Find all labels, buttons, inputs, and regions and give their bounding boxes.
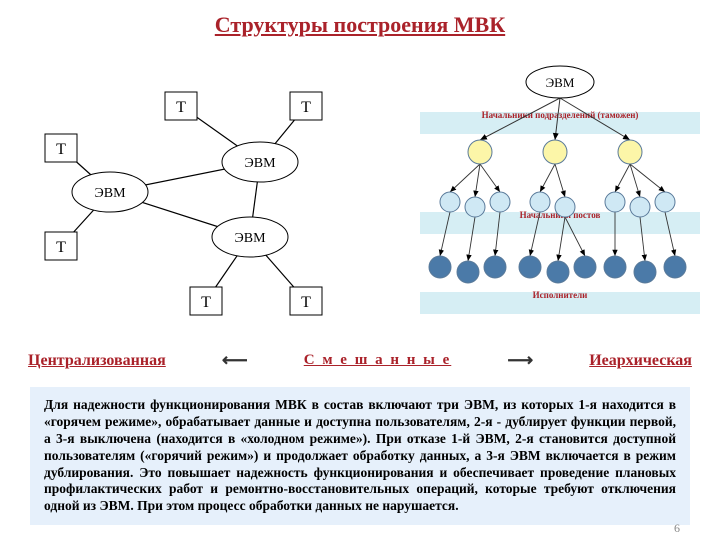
svg-text:Т: Т	[56, 141, 66, 158]
svg-text:Т: Т	[301, 99, 311, 116]
label-hierarchical: Иеархическая	[589, 352, 692, 370]
svg-text:Т: Т	[176, 99, 186, 116]
svg-text:ЭВМ: ЭВМ	[94, 186, 126, 201]
structure-labels-row: Централизованная ⟵ С м е ш а н н ы е ⟶ И…	[0, 350, 720, 371]
label-centralized: Централизованная	[28, 352, 166, 370]
svg-text:ЭВМ: ЭВМ	[234, 231, 266, 246]
label-mixed: С м е ш а н н ы е	[304, 352, 452, 369]
arrow-right-icon: ⟶	[507, 350, 533, 371]
svg-text:ЭВМ: ЭВМ	[244, 156, 276, 171]
svg-text:Т: Т	[201, 294, 211, 311]
svg-text:ЭВМ: ЭВМ	[546, 75, 575, 90]
diagram-canvas: ЭВМ ЭВМ ЭВМ Т Т Т Т Т Т Начальники подразделений…	[0, 52, 720, 362]
svg-text:Т: Т	[56, 239, 66, 256]
page-number: 6	[674, 521, 680, 536]
hierarchical-diagram: Начальники подразделений (таможен)Началь…	[420, 66, 700, 318]
centralized-diagram: ЭВМ ЭВМ ЭВМ Т Т Т Т Т Т	[45, 92, 322, 315]
svg-text:Т: Т	[301, 294, 311, 311]
arrow-left-icon: ⟵	[222, 350, 248, 371]
page-title: Структуры построения МВК	[0, 12, 720, 38]
description-paragraph: Для надежности функционирования МВК в со…	[30, 387, 690, 525]
